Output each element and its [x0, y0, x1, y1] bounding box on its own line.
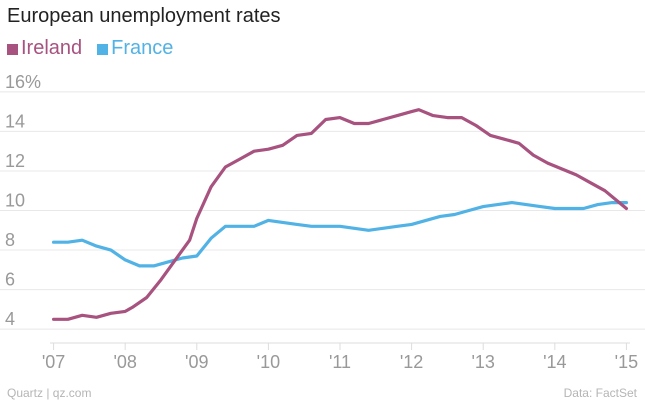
chart-title: European unemployment rates — [7, 5, 281, 27]
x-tick-label: '08 — [113, 352, 136, 372]
x-tick-label: '12 — [400, 352, 423, 372]
x-tick-label: '10 — [257, 352, 280, 372]
y-tick-label: 10 — [5, 191, 25, 211]
legend-label-ireland: Ireland — [21, 37, 83, 59]
x-tick-label: '15 — [615, 352, 638, 372]
legend-swatch-france — [97, 44, 109, 55]
legend-label-france: France — [111, 37, 174, 59]
x-tick-label: '09 — [185, 352, 208, 372]
x-tick-label: '14 — [543, 352, 566, 372]
series-line-ireland — [51, 108, 629, 321]
legend-item-france: France — [97, 37, 173, 60]
y-tick-label: 8 — [5, 230, 15, 250]
y-tick-label: 16% — [5, 72, 41, 92]
x-tick-label: '11 — [329, 352, 351, 372]
series-line-france — [51, 201, 629, 268]
legend-item-ireland: Ireland — [7, 37, 82, 60]
footer-source-right: Data: FactSet — [563, 386, 637, 400]
footer-source-left: Quartz | qz.com — [7, 386, 92, 400]
y-tick-label: 12 — [5, 151, 25, 171]
y-tick-label: 6 — [5, 270, 15, 290]
x-tick-label: '07 — [42, 352, 65, 372]
x-tick-label: '13 — [471, 352, 494, 372]
y-tick-label: 14 — [5, 111, 25, 131]
y-tick-label: 4 — [5, 309, 15, 329]
legend-swatch-ireland — [7, 44, 18, 55]
legend: Ireland France — [7, 37, 188, 60]
